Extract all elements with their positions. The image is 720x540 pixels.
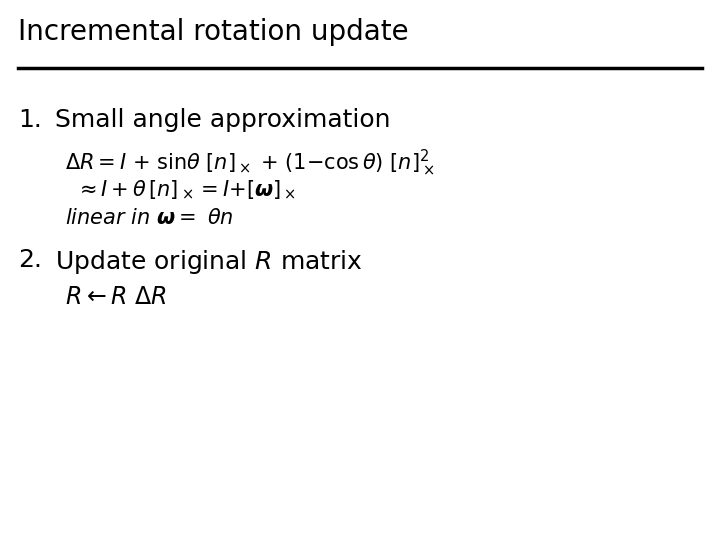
Text: 2.: 2. xyxy=(18,248,42,272)
Text: Update original $\mathit{R}$ matrix: Update original $\mathit{R}$ matrix xyxy=(55,248,363,276)
Text: $\mathit{R} \leftarrow \mathit{R}\ \mathit{\Delta R}$: $\mathit{R} \leftarrow \mathit{R}\ \math… xyxy=(65,285,167,309)
Text: $\mathit{linear\ in}\ \boldsymbol{\omega}{=}\ \theta\mathbf{\mathit{n}}$: $\mathit{linear\ in}\ \boldsymbol{\omega… xyxy=(65,208,234,228)
Text: $\mathit{\Delta R = I}$ $+$ $\mathrm{sin}\theta$ $[\mathbf{\mathit{n}}]_\times$ : $\mathit{\Delta R = I}$ $+$ $\mathrm{sin… xyxy=(65,148,434,178)
Text: Incremental rotation update: Incremental rotation update xyxy=(18,18,409,46)
Text: Small angle approximation: Small angle approximation xyxy=(55,108,390,132)
Text: 1.: 1. xyxy=(18,108,42,132)
Text: $\approx \mathit{I} +\theta\, [\mathbf{\mathit{n}}]_\times = \mathit{I}{+}[\bold: $\approx \mathit{I} +\theta\, [\mathbf{\… xyxy=(75,178,296,200)
